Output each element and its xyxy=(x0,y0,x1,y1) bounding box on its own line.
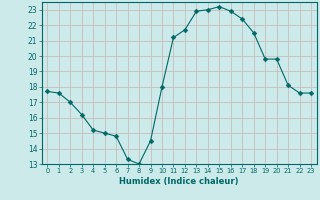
X-axis label: Humidex (Indice chaleur): Humidex (Indice chaleur) xyxy=(119,177,239,186)
